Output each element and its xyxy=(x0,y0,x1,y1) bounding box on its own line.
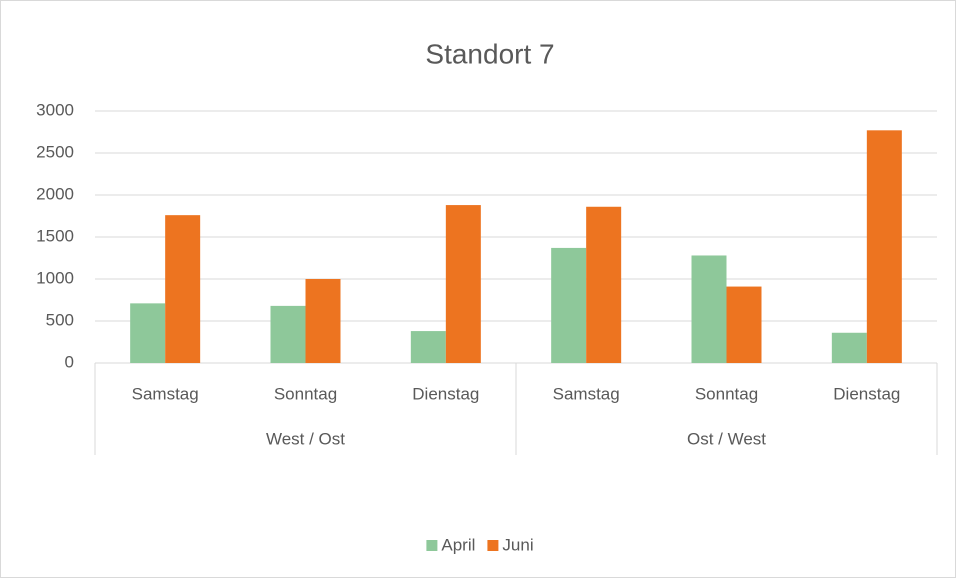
bar xyxy=(831,332,867,363)
chart-title: Standort 7 xyxy=(425,38,554,69)
group-label: West / Ost xyxy=(266,429,345,448)
x-tick-label: Dienstag xyxy=(833,384,900,403)
bar xyxy=(270,305,306,363)
y-tick-label: 2500 xyxy=(36,142,74,161)
y-tick-label: 1500 xyxy=(36,226,74,245)
y-tick-label: 3000 xyxy=(36,100,74,119)
x-tick-label: Sonntag xyxy=(274,384,337,403)
bar xyxy=(305,279,341,363)
y-tick-label: 2000 xyxy=(36,184,74,203)
legend-label: Juni xyxy=(502,535,533,554)
y-tick-label: 1000 xyxy=(36,268,74,287)
x-tick-label: Sonntag xyxy=(695,384,758,403)
bar xyxy=(691,255,727,363)
bar xyxy=(445,205,481,363)
x-tick-label: Samstag xyxy=(132,384,199,403)
y-tick-label: 0 xyxy=(65,352,74,371)
group-label: Ost / West xyxy=(687,429,766,448)
bar xyxy=(165,215,201,363)
bar xyxy=(866,130,902,363)
x-tick-label: Samstag xyxy=(553,384,620,403)
legend-swatch xyxy=(426,540,438,551)
bar xyxy=(586,206,622,363)
bar xyxy=(410,331,446,363)
bar xyxy=(130,303,166,363)
legend-swatch xyxy=(487,540,499,551)
bar xyxy=(726,286,762,363)
bar xyxy=(551,247,587,363)
x-tick-label: Dienstag xyxy=(412,384,479,403)
y-tick-label: 500 xyxy=(46,310,74,329)
legend-label: April xyxy=(441,535,475,554)
